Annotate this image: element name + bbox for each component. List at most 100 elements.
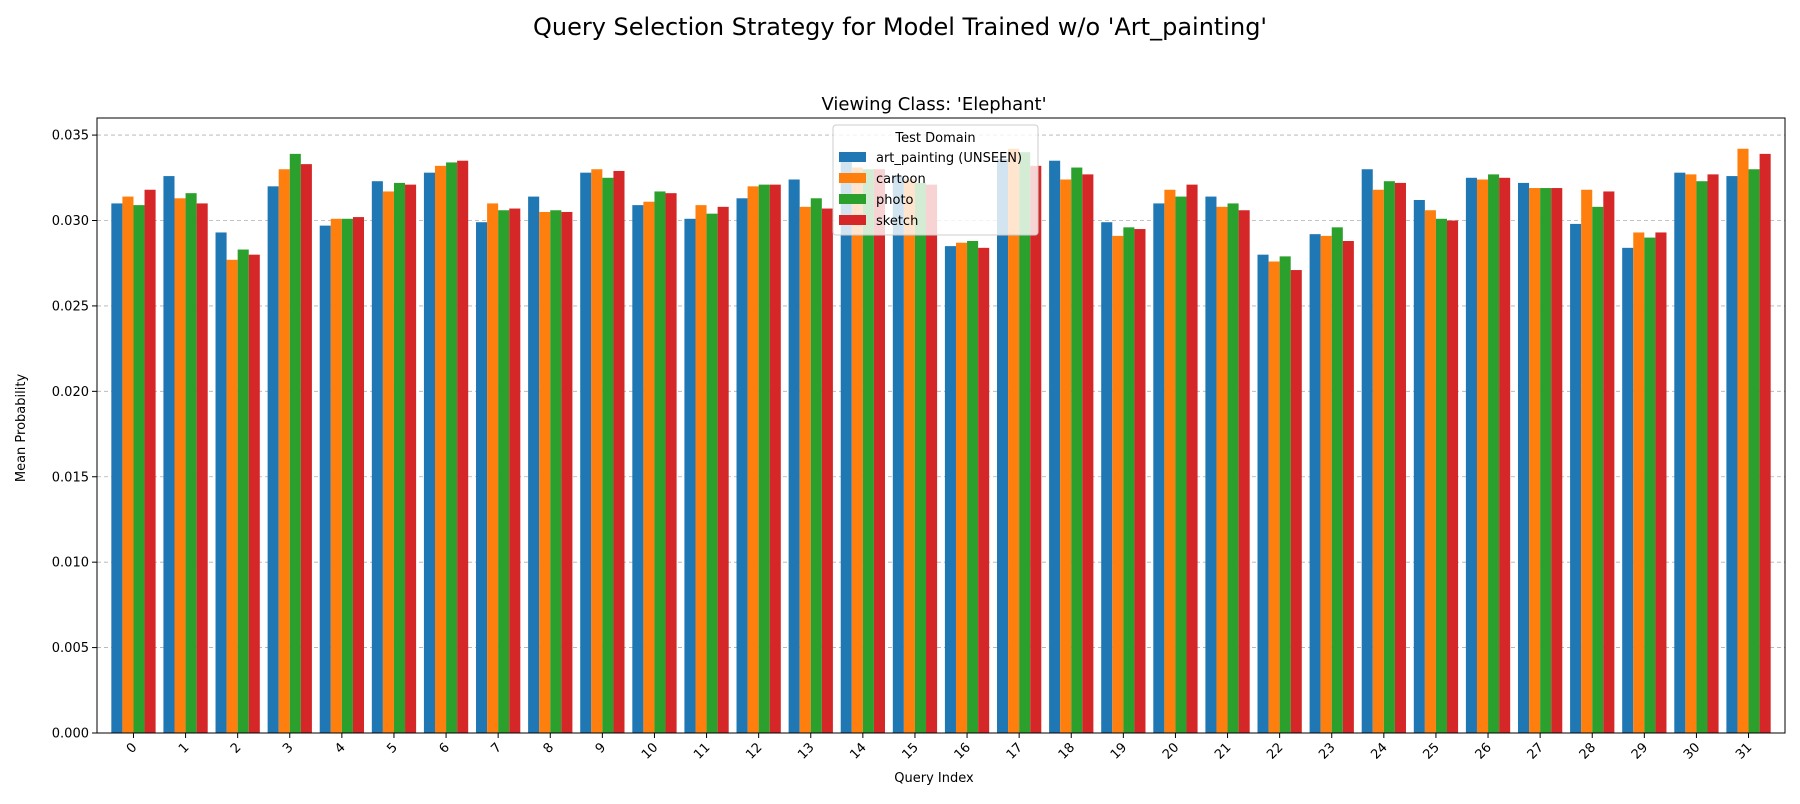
bar [1581,189,1593,733]
bar [1175,196,1187,734]
bar [133,205,145,733]
bar [1309,234,1321,733]
y-tick-label: 0.000 [52,727,89,742]
bar [684,218,696,733]
legend-swatch [839,152,866,162]
x-tick-label: 13 [795,740,817,762]
x-tick-label: 26 [1473,740,1495,762]
legend-label: art_painting (UNSEEN) [876,151,1022,166]
x-tick-label: 1 [176,740,192,756]
y-axis: 0.000 0.005 0.010 0.015 0.020 0.025 0.030 0.035 [52,129,97,742]
bar [788,179,800,733]
bar [997,159,1009,733]
bar [528,196,540,734]
bar [300,164,312,733]
bar [602,177,614,733]
bar [1622,247,1634,734]
bar [382,191,394,734]
bar [1517,182,1530,733]
bar [926,184,938,733]
bar [810,198,822,733]
bar [1488,174,1500,733]
bar [267,186,279,734]
x-tick-label: 18 [1056,740,1078,762]
bar [1759,153,1771,733]
x-tick-label: 20 [1160,740,1182,762]
legend-label: sketch [876,214,918,229]
bar [1592,206,1604,734]
x-tick-label: 27 [1525,740,1547,762]
bar [1685,174,1697,733]
bar [903,179,915,733]
bar [1060,179,1072,733]
bar [821,208,833,733]
bar [862,169,874,733]
bar [144,189,156,733]
bar [1644,237,1656,734]
x-tick-label: 2 [228,740,244,756]
bar [873,169,885,733]
bar [1540,188,1552,733]
x-tick-label: 15 [899,740,921,762]
x-tick-label: 10 [639,740,661,762]
bar [1603,191,1615,734]
bar [352,217,365,734]
bar [393,182,406,733]
x-tick-label: 16 [952,740,974,762]
bar [1748,169,1760,733]
bar [1049,160,1061,734]
x-tick-label: 6 [436,740,452,756]
bar [1123,227,1135,734]
bar [1465,177,1477,733]
bar [695,205,707,733]
bar [851,167,863,733]
bar [944,246,956,733]
bar [278,169,290,733]
x-tick-label: 7 [489,740,505,756]
bar [248,254,260,733]
bar [914,182,927,733]
x-tick-label: 25 [1420,740,1442,762]
chart-title: Viewing Class: 'Elephant' [821,94,1046,115]
bar [892,176,904,734]
bar [237,249,249,733]
bar [1257,254,1269,733]
x-tick-label: 9 [593,740,609,756]
bar [613,170,625,734]
bar [955,242,968,734]
bar [122,196,134,734]
x-tick-label: 30 [1681,740,1703,762]
bar [1342,241,1354,733]
bar [226,259,238,733]
legend-swatch [839,194,866,204]
bar [1674,172,1686,733]
bar [1238,210,1250,733]
bar [423,172,435,733]
bar [196,203,208,733]
legend-label: photo [876,193,914,208]
x-tick-label: 17 [1004,740,1026,762]
bar [1737,148,1749,733]
legend-swatch [839,215,866,225]
legend: Test Domain art_painting (UNSEEN) cartoon… [832,124,1039,236]
bar [487,203,499,733]
y-axis-label: Mean Probability [14,374,29,483]
bar [967,241,979,733]
x-tick-label: 21 [1212,740,1234,762]
figure-suptitle: Query Selection Strategy for Model Train… [533,13,1267,41]
bar [330,218,342,733]
bar [457,160,469,734]
legend-items: art_painting (UNSEEN) cartoon photo sketch [839,151,1022,229]
bar [550,210,562,733]
x-tick-label: 31 [1733,740,1755,762]
bar [446,162,458,733]
bar [1726,176,1738,734]
bar [1372,189,1384,733]
bar [1413,200,1425,733]
bar [643,201,655,734]
legend-box [832,124,1039,236]
bar [1268,261,1280,733]
bar [1394,182,1406,733]
